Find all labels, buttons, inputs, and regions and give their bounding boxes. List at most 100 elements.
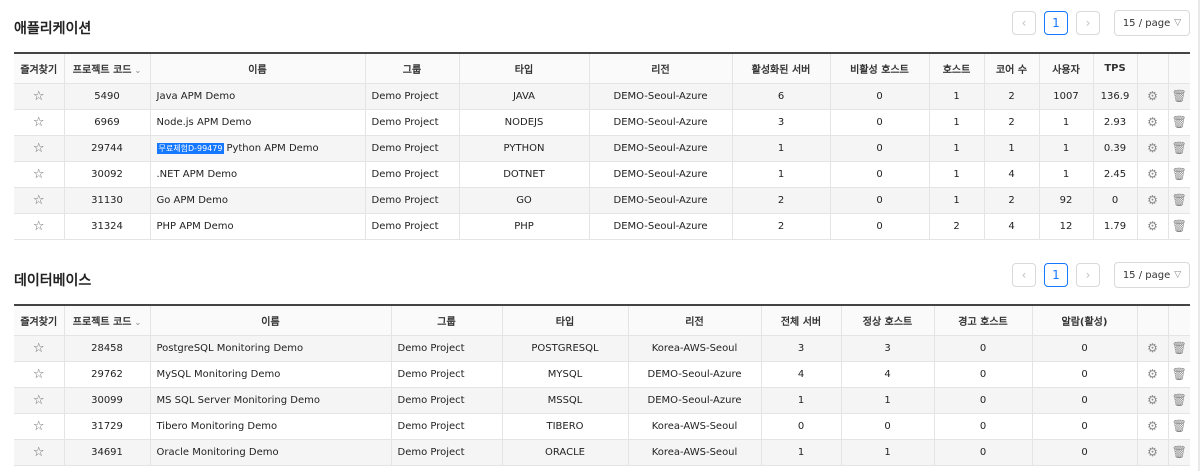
db-name[interactable]: Oracle Monitoring Demo [150, 439, 392, 466]
prev-page-button[interactable]: ‹ [1012, 11, 1036, 35]
next-page-button[interactable]: › [1076, 263, 1100, 287]
gear-icon-cell: ⚙ [1137, 109, 1169, 136]
databases-title: 데이터베이스 [14, 273, 92, 289]
sort-caret-icon[interactable]: ⌄ [134, 317, 142, 327]
prev-page-button[interactable]: ‹ [1012, 263, 1036, 287]
app-name-cell[interactable]: PHP APM Demo [150, 213, 366, 240]
trash-icon[interactable]: 🗑 [1171, 167, 1187, 181]
table-row[interactable]: ☆ 31130 Go APM Demo Demo Project GO DEMO-Seou… [14, 187, 1190, 214]
region: Korea-AWS-Seoul [628, 439, 762, 466]
table-row[interactable]: ☆ 30092 .NET APM Demo Demo Project DOTNET DEM… [14, 161, 1190, 188]
page-size-label: 15 / page [1122, 17, 1171, 29]
applications-section: 애플리케이션 ‹ 1 › 15 / page ▽ 즐겨찾기 프로젝트 코드 ⌄ 이름 그룹… [14, 10, 1190, 240]
column-header-label: 그룹 [402, 64, 422, 76]
favorite-cell: ☆ [14, 135, 65, 162]
trash-icon[interactable]: 🗑 [1171, 115, 1187, 129]
star-outline-icon[interactable]: ☆ [32, 140, 45, 156]
star-outline-icon[interactable]: ☆ [32, 340, 45, 356]
star-outline-icon[interactable]: ☆ [32, 444, 45, 460]
app-name-cell[interactable]: Node.js APM Demo [150, 109, 366, 136]
trash-icon[interactable]: 🗑 [1171, 219, 1187, 233]
sort-caret-icon[interactable]: ⌄ [134, 65, 142, 75]
tps: 1.79 [1093, 213, 1138, 240]
table-row[interactable]: ☆ 28458 PostgreSQL Monitoring Demo Demo Pro… [14, 335, 1190, 362]
table-row[interactable]: ☆ 31729 Tibero Monitoring Demo Demo Project… [14, 413, 1190, 440]
column-header[interactable]: 프로젝트 코드 ⌄ [64, 304, 151, 336]
type: TIBERO [502, 413, 629, 440]
trash-icon-cell: 🗑 [1168, 135, 1190, 162]
next-page-button[interactable]: › [1076, 11, 1100, 35]
table-row[interactable]: ☆ 34691 Oracle Monitoring Demo Demo Project… [14, 439, 1190, 466]
alarm: 0 [1032, 387, 1138, 414]
trash-icon[interactable]: 🗑 [1171, 393, 1187, 407]
db-name[interactable]: MySQL Monitoring Demo [150, 361, 392, 388]
table-row[interactable]: ☆ 31324 PHP APM Demo Demo Project PHP DEMO-Se… [14, 213, 1190, 240]
star-outline-icon[interactable]: ☆ [32, 166, 45, 182]
column-header-label: 리전 [685, 316, 704, 328]
region: Korea-AWS-Seoul [628, 335, 762, 362]
star-outline-icon[interactable]: ☆ [32, 392, 45, 408]
region: DEMO-Seoul-Azure [589, 213, 733, 240]
db-name[interactable]: MS SQL Server Monitoring Demo [150, 387, 392, 414]
project-code: 30092 [64, 161, 151, 188]
inactive: 0 [830, 187, 930, 214]
db-name[interactable]: PostgreSQL Monitoring Demo [150, 335, 392, 362]
star-outline-icon[interactable]: ☆ [32, 88, 45, 104]
trash-icon[interactable]: 🗑 [1171, 193, 1187, 207]
star-outline-icon[interactable]: ☆ [32, 218, 45, 234]
gear-icon[interactable]: ⚙ [1147, 89, 1158, 103]
app-name-cell[interactable]: Java APM Demo [150, 83, 366, 110]
trash-icon[interactable]: 🗑 [1171, 419, 1187, 433]
scrollbar[interactable] [1198, 0, 1200, 471]
column-header: 호스트 [929, 52, 985, 84]
trash-icon[interactable]: 🗑 [1171, 141, 1187, 155]
trash-icon[interactable]: 🗑 [1171, 341, 1187, 355]
page-size-select[interactable]: 15 / page ▽ [1114, 10, 1190, 36]
gear-icon[interactable]: ⚙ [1147, 341, 1158, 355]
trash-icon[interactable]: 🗑 [1171, 367, 1187, 381]
column-header-label: 프로젝트 코드 [72, 64, 132, 76]
gear-icon[interactable]: ⚙ [1147, 219, 1158, 233]
group: Demo Project [391, 335, 503, 362]
trash-icon[interactable]: 🗑 [1171, 445, 1187, 459]
gear-icon-cell: ⚙ [1137, 439, 1169, 466]
star-outline-icon[interactable]: ☆ [32, 366, 45, 382]
table-row[interactable]: ☆ 29744 무료체험D-99479 Python APM Demo Demo Pro… [14, 135, 1190, 162]
column-header[interactable]: 프로젝트 코드 ⌄ [64, 52, 151, 84]
project-code: 6969 [64, 109, 151, 136]
table-row[interactable]: ☆ 29762 MySQL Monitoring Demo Demo Project M… [14, 361, 1190, 388]
trash-icon-cell: 🗑 [1168, 187, 1190, 214]
column-header-label: 정상 호스트 [862, 316, 913, 328]
db-name[interactable]: Tibero Monitoring Demo [150, 413, 392, 440]
app-name-cell[interactable]: Go APM Demo [150, 187, 366, 214]
gear-icon[interactable]: ⚙ [1147, 367, 1158, 381]
gear-icon[interactable]: ⚙ [1147, 445, 1158, 459]
page-size-select[interactable]: 15 / page ▽ [1114, 262, 1190, 288]
star-outline-icon[interactable]: ☆ [32, 418, 45, 434]
trash-icon-cell: 🗑 [1168, 109, 1190, 136]
app-name: Python APM Demo [226, 142, 319, 154]
gear-icon[interactable]: ⚙ [1147, 193, 1158, 207]
column-header-label: 리전 [651, 64, 670, 76]
table-row[interactable]: ☆ 6969 Node.js APM Demo Demo Project NODEJS D… [14, 109, 1190, 136]
app-name-cell[interactable]: .NET APM Demo [150, 161, 366, 188]
gear-icon[interactable]: ⚙ [1147, 419, 1158, 433]
table-row[interactable]: ☆ 5490 Java APM Demo Demo Project JAVA DEMO-S… [14, 83, 1190, 110]
current-page-button[interactable]: 1 [1044, 263, 1068, 287]
gear-icon[interactable]: ⚙ [1147, 115, 1158, 129]
gear-icon[interactable]: ⚙ [1147, 393, 1158, 407]
trash-icon[interactable]: 🗑 [1171, 89, 1187, 103]
column-header-label: 프로젝트 코드 [72, 316, 132, 328]
app-name-cell[interactable]: 무료체험D-99479 Python APM Demo [150, 135, 366, 162]
table-row[interactable]: ☆ 30099 MS SQL Server Monitoring Demo Demo … [14, 387, 1190, 414]
warn: 0 [934, 361, 1033, 388]
current-page-button[interactable]: 1 [1044, 11, 1068, 35]
star-outline-icon[interactable]: ☆ [32, 114, 45, 130]
star-outline-icon[interactable]: ☆ [32, 192, 45, 208]
inactive: 0 [830, 83, 930, 110]
favorite-cell: ☆ [14, 109, 65, 136]
trash-icon-cell: 🗑 [1168, 413, 1190, 440]
gear-icon[interactable]: ⚙ [1147, 167, 1158, 181]
project-code: 29762 [64, 361, 151, 388]
gear-icon[interactable]: ⚙ [1147, 141, 1158, 155]
